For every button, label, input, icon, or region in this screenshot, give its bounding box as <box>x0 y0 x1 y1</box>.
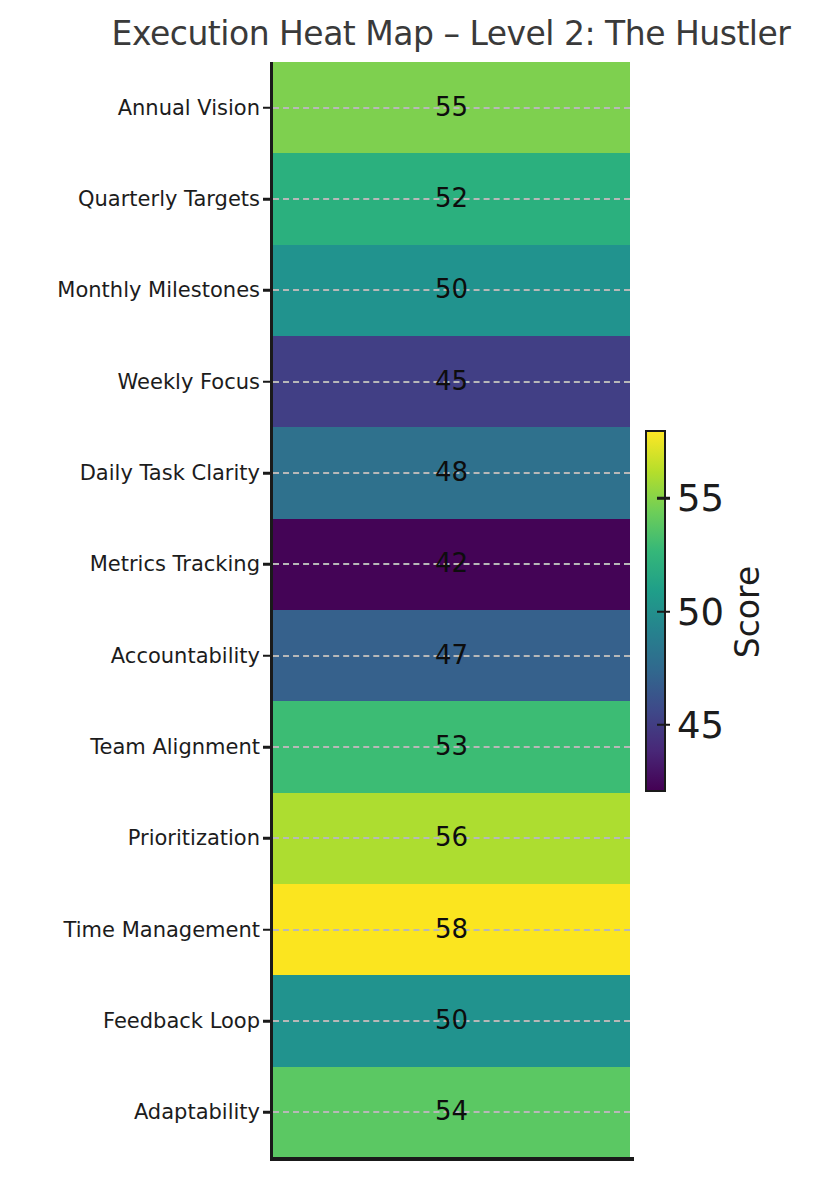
heatmap-cell: 53 <box>273 701 630 792</box>
y-axis-label: Monthly Milestones <box>0 278 260 302</box>
y-axis-label: Team Alignment <box>0 735 260 759</box>
y-axis-label: Annual Vision <box>0 96 260 120</box>
heatmap-cell: 50 <box>273 975 630 1066</box>
colorbar-tick-label: 50 <box>677 593 724 630</box>
heatmap-cell: 55 <box>273 62 630 153</box>
cell-value-label: 53 <box>273 733 630 759</box>
heatmap-figure: Execution Heat Map – Level 2: The Hustle… <box>0 0 823 1180</box>
y-axis-label: Daily Task Clarity <box>0 461 260 485</box>
heatmap-cell: 50 <box>273 245 630 336</box>
cell-value-label: 54 <box>273 1098 630 1124</box>
colorbar-tick <box>657 610 670 613</box>
cell-value-label: 55 <box>273 94 630 120</box>
chart-title: Execution Heat Map – Level 2: The Hustle… <box>112 14 791 53</box>
heatmap-cell: 45 <box>273 336 630 427</box>
y-axis-label: Adaptability <box>0 1100 260 1124</box>
colorbar-tick-label: 45 <box>677 706 724 743</box>
cell-value-label: 50 <box>273 276 630 302</box>
y-axis-label: Quarterly Targets <box>0 187 260 211</box>
y-axis-label: Prioritization <box>0 826 260 850</box>
cell-value-label: 48 <box>273 459 630 485</box>
y-axis-label: Feedback Loop <box>0 1009 260 1033</box>
y-axis-label: Weekly Focus <box>0 370 260 394</box>
colorbar-tick <box>657 497 670 500</box>
y-axis-label: Metrics Tracking <box>0 552 260 576</box>
cell-value-label: 45 <box>273 368 630 394</box>
y-axis-spine <box>270 62 273 1160</box>
heatmap-cell: 58 <box>273 884 630 975</box>
heatmap-cell: 56 <box>273 793 630 884</box>
colorbar-tick <box>657 724 670 727</box>
heatmap-cell: 48 <box>273 427 630 518</box>
colorbar-tick-label: 55 <box>677 480 724 517</box>
cell-value-label: 42 <box>273 550 630 576</box>
cell-value-label: 56 <box>273 824 630 850</box>
cell-value-label: 58 <box>273 916 630 942</box>
heatmap-cell: 47 <box>273 610 630 701</box>
heatmap-cell: 52 <box>273 153 630 244</box>
heatmap-cell: 42 <box>273 519 630 610</box>
colorbar-axis-label: Score <box>728 566 767 658</box>
y-axis-label: Time Management <box>0 918 260 942</box>
x-axis-spine <box>270 1157 634 1161</box>
cell-value-label: 47 <box>273 642 630 668</box>
heatmap-cell: 54 <box>273 1067 630 1158</box>
cell-value-label: 52 <box>273 185 630 211</box>
y-axis-label: Accountability <box>0 644 260 668</box>
cell-value-label: 50 <box>273 1007 630 1033</box>
